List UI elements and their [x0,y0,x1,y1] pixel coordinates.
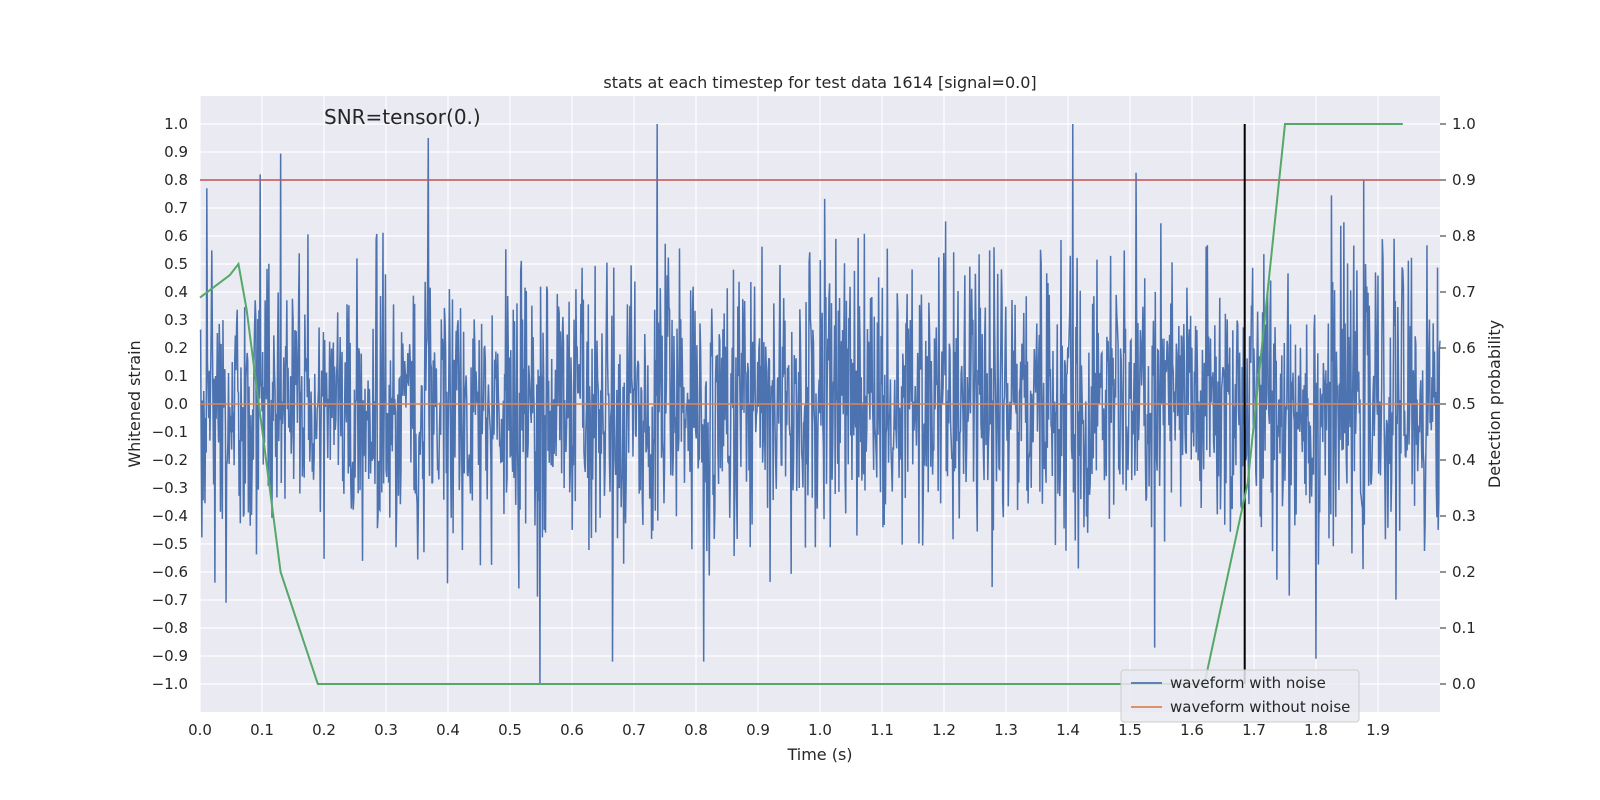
y-tick-label: −0.2 [152,451,188,469]
x-tick-label: 1.1 [870,721,894,739]
x-tick-label: 1.0 [808,721,832,739]
y-tick-label: −0.5 [152,535,188,553]
y-tick-label: 1.0 [164,115,188,133]
y2-tick-label: 0.7 [1452,283,1476,301]
snr-annotation: SNR=tensor(0.) [324,105,481,129]
detection-probability-line [199,123,1403,685]
x-tick-label: 0.4 [436,721,460,739]
x-tick-label: 1.3 [994,721,1018,739]
y-tick-label: 0.7 [164,199,188,217]
y-tick-label: 0.5 [164,255,188,273]
y-tick-label: 0.1 [164,367,188,385]
legend: waveform with noise waveform without noi… [1120,669,1360,723]
y-tick-label: −0.8 [152,619,188,637]
x-tick-label: 1.2 [932,721,956,739]
y2-tick-label: 1.0 [1452,115,1476,133]
y-tick-label: −1.0 [152,675,188,693]
y-tick-label: 0.8 [164,171,188,189]
y2-tick-label: 0.4 [1452,451,1476,469]
y-tick-label: −0.1 [152,423,188,441]
y2-tick-label: 0.2 [1452,563,1476,581]
y2-tick-label: 0.3 [1452,507,1476,525]
x-tick-label: 0.6 [560,721,584,739]
x-tick-label: 1.5 [1118,721,1142,739]
chart-title: stats at each timestep for test data 161… [603,73,1036,92]
data-layer [199,123,1441,685]
x-tick-label: 0.2 [312,721,336,739]
y-axis-title: Whitened strain [125,340,144,467]
legend-label-noise: waveform with noise [1170,674,1326,692]
y-tick-label: 0.6 [164,227,188,245]
x-axis-ticks: 0.0 0.1 0.2 0.3 0.4 0.5 0.6 0.7 0.8 0.9 1.0 1.1 1.2 1… [188,721,1390,739]
x-tick-label: 1.8 [1304,721,1328,739]
x-tick-label: 1.6 [1180,721,1204,739]
y2-tick-label: 0.9 [1452,171,1476,189]
y2-tick-label: 0.1 [1452,619,1476,637]
y-tick-label: 0.0 [164,395,188,413]
x-tick-label: 1.7 [1242,721,1266,739]
x-tick-label: 1.4 [1056,721,1080,739]
y-tick-label: 0.2 [164,339,188,357]
y-axis-ticks: −1.0 −0.9 −0.8 −0.7 −0.6 −0.5 −0.4 −0.3 −0.2 −0.1… [152,115,188,693]
y-tick-label: −0.7 [152,591,188,609]
waveform-with-noise-line [199,123,1441,685]
y2-tick-label: 0.0 [1452,675,1476,693]
legend-label-clean: waveform without noise [1170,698,1350,716]
x-tick-label: 0.7 [622,721,646,739]
y-tick-label: −0.3 [152,479,188,497]
x-tick-label: 0.3 [374,721,398,739]
y-tick-label: −0.9 [152,647,188,665]
y-tick-label: 0.4 [164,283,188,301]
legend-box [1120,669,1360,723]
y-tick-label: −0.6 [152,563,188,581]
y2-axis-ticks: 0.0 0.1 0.2 0.3 0.4 0.5 0.6 0.7 0.8 0.9 1.0 [1440,115,1476,693]
y2-tick-label: 0.8 [1452,227,1476,245]
y-tick-label: 0.9 [164,143,188,161]
y-tick-label: −0.4 [152,507,188,525]
y2-tick-label: 0.6 [1452,339,1476,357]
x-tick-label: 0.1 [250,721,274,739]
x-tick-label: 0.0 [188,721,212,739]
x-tick-label: 1.9 [1366,721,1390,739]
x-tick-label: 0.8 [684,721,708,739]
x-tick-label: 0.9 [746,721,770,739]
x-axis-title: Time (s) [786,745,852,764]
x-tick-label: 0.5 [498,721,522,739]
y-tick-label: 0.3 [164,311,188,329]
y2-tick-label: 0.5 [1452,395,1476,413]
y2-axis-title: Detection probability [1485,320,1504,488]
